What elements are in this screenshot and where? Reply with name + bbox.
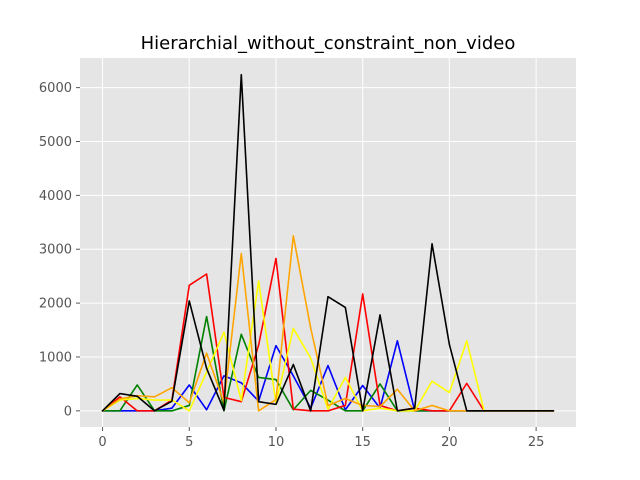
series-lines (101, 73, 555, 412)
x-tick-label: 20 (441, 435, 458, 450)
x-tick-label: 15 (354, 435, 371, 450)
y-tick-label: 3000 (39, 243, 72, 258)
series-line-6 (101, 73, 555, 412)
x-tick-label: 10 (268, 435, 285, 450)
x-tick-label: 0 (98, 435, 106, 450)
y-tick-label: 5000 (39, 135, 72, 150)
y-tick-label: 2000 (39, 297, 72, 312)
y-tick-label: 0 (64, 404, 72, 419)
x-axis-ticks: 0 5 10 15 20 25 (98, 427, 544, 450)
chart-title: Hierarchial_without_constraint_non_video (141, 33, 516, 54)
y-tick-label: 4000 (39, 189, 72, 204)
plot-area (80, 58, 576, 427)
grid (80, 58, 576, 427)
y-tick-label: 1000 (39, 350, 72, 365)
x-tick-label: 5 (185, 435, 193, 450)
series-line-4 (101, 280, 555, 412)
x-tick-label: 25 (528, 435, 545, 450)
series-line-3 (101, 257, 555, 412)
y-tick-label: 6000 (39, 81, 72, 96)
y-axis-ticks: 0 1000 2000 3000 4000 5000 6000 (39, 81, 80, 419)
